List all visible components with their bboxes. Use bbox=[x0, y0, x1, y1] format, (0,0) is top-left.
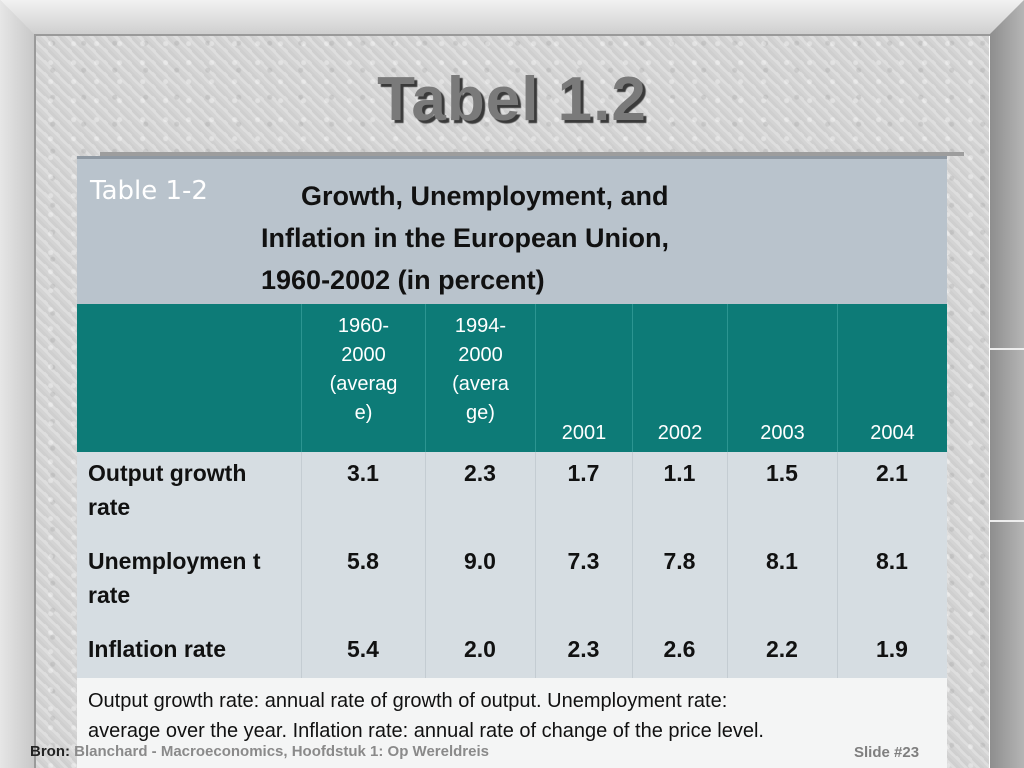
table-cell: 2.1 bbox=[876, 460, 908, 486]
column-header-row: 1960- 2000 (averag e) 1994- 2000 (avera … bbox=[77, 304, 947, 452]
column-divider bbox=[301, 452, 302, 678]
slide-title: Tabel 1.2 bbox=[377, 65, 647, 134]
column-header: 2001 bbox=[535, 304, 632, 452]
table-notes: Output growth rate: annual rate of growt… bbox=[77, 678, 947, 768]
table-cell: 8.1 bbox=[876, 548, 908, 574]
frame-tick bbox=[990, 520, 1024, 522]
table-cell: 7.8 bbox=[663, 548, 696, 574]
table-cell: 7.3 bbox=[567, 548, 600, 574]
table-label: Table 1-2 bbox=[90, 176, 208, 206]
column-header: 2004 bbox=[837, 304, 947, 452]
column-divider bbox=[425, 452, 426, 678]
column-header-text: 1994- 2000 (avera ge) bbox=[452, 315, 509, 424]
table-cell: 1.9 bbox=[876, 636, 908, 662]
row-label: Inflation rate bbox=[88, 636, 227, 662]
column-header: 2003 bbox=[727, 304, 837, 452]
column-divider bbox=[837, 452, 838, 678]
table-cell: 1.1 bbox=[663, 460, 696, 486]
table-cell: 2.3 bbox=[464, 460, 496, 486]
table-cell: 5.8 bbox=[347, 548, 379, 574]
column-header-text: 2001 bbox=[561, 422, 607, 444]
table-cell: 2.3 bbox=[567, 636, 600, 662]
frame-right-bevel bbox=[990, 0, 1024, 768]
table-cell: 5.4 bbox=[347, 636, 379, 662]
table-header-band: Table 1-2 Growth, Unemployment, and Infl… bbox=[77, 156, 947, 307]
notes-text: Output growth rate: annual rate of growt… bbox=[88, 690, 764, 742]
footer-source-text: Blanchard - Macroeconomics, Hoofdstuk 1:… bbox=[70, 743, 489, 760]
column-header-text: 2002 bbox=[657, 422, 703, 444]
table-caption: Growth, Unemployment, and Inflation in t… bbox=[261, 175, 821, 301]
column-divider bbox=[727, 452, 728, 678]
column-header: 1994- 2000 (avera ge) bbox=[425, 304, 535, 452]
footer-source-label: Bron: bbox=[30, 743, 70, 760]
table-cell: 2.6 bbox=[663, 636, 696, 662]
table-cell: 3.1 bbox=[347, 460, 379, 486]
column-divider bbox=[535, 452, 536, 678]
table-cell: 1.5 bbox=[766, 460, 798, 486]
caption-line: Inflation in the European Union, bbox=[261, 223, 669, 253]
table-cell: 9.0 bbox=[464, 548, 496, 574]
frame-tick bbox=[990, 348, 1024, 350]
column-header-text: 2003 bbox=[760, 422, 805, 444]
column-divider bbox=[632, 452, 633, 678]
column-header-text: 1960- 2000 (averag e) bbox=[329, 315, 398, 424]
row-label: Output growth rate bbox=[88, 460, 247, 520]
caption-line: Growth, Unemployment, and bbox=[301, 181, 669, 211]
frame-left-bevel bbox=[0, 0, 34, 768]
row-label: Unemploymen t rate bbox=[88, 548, 261, 608]
data-table: Table 1-2 Growth, Unemployment, and Infl… bbox=[77, 156, 947, 768]
table-cell: 1.7 bbox=[567, 460, 600, 486]
footer-source: Bron: Blanchard - Macroeconomics, Hoofds… bbox=[30, 743, 489, 760]
table-cell: 8.1 bbox=[766, 548, 798, 574]
table-cell: 2.0 bbox=[464, 636, 496, 662]
frame-top-bevel bbox=[0, 0, 1024, 34]
column-header: 1960- 2000 (averag e) bbox=[301, 304, 425, 452]
title-rule bbox=[100, 152, 964, 156]
caption-line: 1960-2002 (in percent) bbox=[261, 265, 545, 295]
column-header-text: 2004 bbox=[870, 422, 915, 444]
table-cell: 2.2 bbox=[766, 636, 798, 662]
table-body: Output growth rate 3.1 2.3 1.7 1.1 1.5 2… bbox=[77, 452, 947, 678]
slide-number: Slide #23 bbox=[854, 744, 920, 761]
column-header: 2002 bbox=[632, 304, 727, 452]
